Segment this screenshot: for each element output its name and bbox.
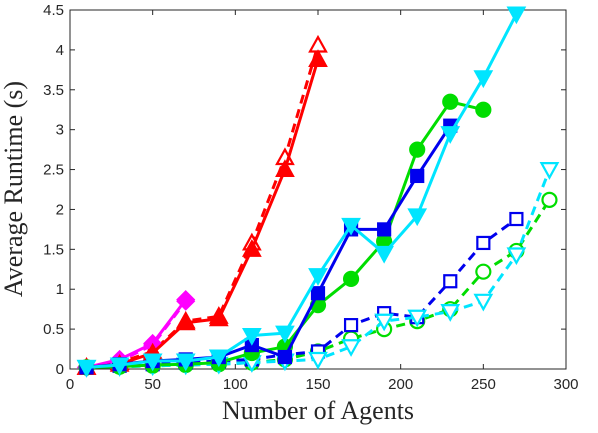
triangle-down-marker — [308, 351, 328, 370]
square-marker — [377, 222, 392, 237]
circle-marker — [342, 270, 360, 287]
triangle-down-marker — [506, 6, 527, 25]
triangle-down-marker — [506, 247, 527, 266]
triangle-up-marker — [308, 49, 328, 67]
triangle-down-marker — [374, 313, 395, 332]
square-marker — [476, 235, 491, 251]
square-marker — [343, 318, 359, 333]
series-line — [86, 298, 187, 369]
triangle-down-marker — [473, 70, 494, 89]
square-marker — [509, 211, 524, 227]
y-tick-label: 0.5 — [43, 321, 64, 338]
triangle-down-marker — [308, 268, 328, 286]
series-layer — [76, 6, 560, 378]
y-tick-label: 0 — [56, 361, 64, 378]
y-tick-label: 4 — [56, 42, 64, 59]
y-axis-label: Average Runtime (s) — [0, 81, 28, 297]
triangle-down-marker — [142, 353, 163, 372]
y-tick-label: 4.5 — [43, 2, 64, 19]
triangle-down-marker — [341, 217, 361, 236]
triangle-down-marker — [440, 126, 461, 144]
x-tick-label: 50 — [144, 376, 161, 393]
x-tick-label: 0 — [66, 376, 74, 393]
triangle-down-marker — [440, 304, 461, 322]
circle-marker — [541, 191, 558, 208]
series-triangle-down-solid — [76, 6, 527, 378]
triangle-up-marker — [175, 312, 196, 331]
triangle-up-marker — [241, 239, 262, 257]
triangle-down-marker — [341, 339, 361, 357]
x-tick-label: 250 — [471, 376, 496, 393]
triangle-down-marker — [473, 293, 494, 312]
diamond-marker — [176, 290, 196, 310]
triangle-down-marker — [374, 245, 395, 264]
circle-marker — [409, 141, 426, 158]
y-tick-label: 3 — [56, 122, 64, 139]
square-marker — [277, 349, 293, 365]
x-tick-label: 100 — [223, 376, 248, 393]
triangle-down-marker — [241, 327, 262, 346]
y-tick-label: 3.5 — [43, 82, 64, 99]
triangle-down-marker — [175, 353, 196, 372]
y-tick-label: 2.5 — [43, 162, 64, 179]
square-marker — [410, 168, 425, 184]
circle-marker — [475, 101, 492, 118]
triangle-down-marker — [275, 325, 295, 344]
triangle-down-marker — [208, 349, 229, 368]
y-tick-label: 2 — [56, 201, 64, 218]
square-marker — [443, 274, 458, 289]
circle-marker — [475, 263, 492, 280]
triangle-down-marker — [109, 357, 130, 376]
y-tick-label: 1 — [56, 281, 64, 298]
x-axis-label: Number of Agents — [222, 396, 414, 425]
triangle-up-marker — [208, 308, 229, 327]
circle-marker — [442, 93, 459, 110]
triangle-down-marker — [407, 309, 428, 328]
axis-ticks: 0 50 100 150 200 250 300 0 0.5 1 1.5 2 2.5 3 3.5 4 4.5 — [43, 2, 578, 393]
square-marker — [310, 286, 326, 301]
triangle-down-marker — [76, 359, 97, 378]
triangle-down-marker — [539, 162, 560, 180]
triangle-down-marker — [407, 208, 428, 227]
y-tick-label: 1.5 — [43, 241, 64, 258]
triangle-up-marker — [275, 159, 295, 178]
x-tick-label: 200 — [388, 376, 413, 393]
x-tick-label: 150 — [305, 376, 330, 393]
x-tick-label: 300 — [553, 376, 578, 393]
